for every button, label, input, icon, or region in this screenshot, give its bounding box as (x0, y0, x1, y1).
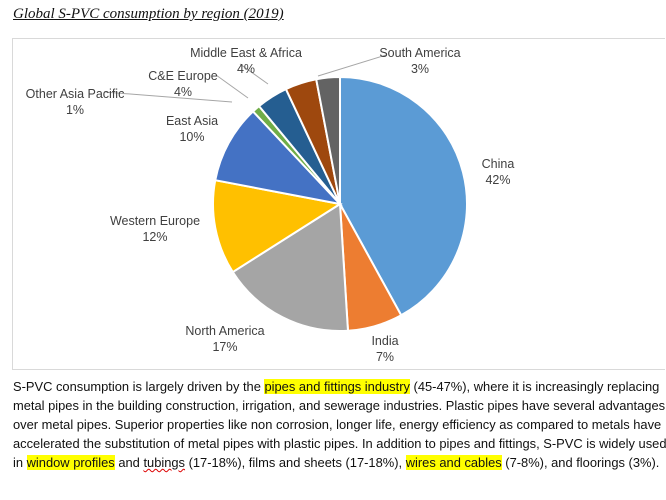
slice-value-label: 42% (485, 173, 510, 187)
pie-chart: China 42% India 7% North America 17% Western E… (26, 46, 515, 364)
pie-slice-western-europe (212, 179, 343, 274)
slice-label: China (482, 157, 515, 171)
paragraph-text: (17-18%), films and sheets (17-18%), (185, 455, 406, 470)
slice-label: Middle East & Africa (190, 46, 302, 60)
chart-frame (12, 38, 665, 370)
leader-line (215, 74, 249, 99)
slice-label: Other Asia Pacific (26, 87, 125, 101)
leader-line (239, 63, 269, 85)
leader-line (103, 91, 233, 103)
slice-label: North America (185, 324, 264, 338)
paragraph-text: S-PVC consumption is largely driven by t… (13, 379, 265, 394)
slice-label: Western Europe (110, 214, 200, 228)
highlighted-text: wires and cables (405, 455, 502, 470)
slice-value-label: 10% (179, 130, 204, 144)
slice-value-label: 1% (66, 103, 84, 117)
slice-label: India (371, 334, 398, 348)
highlighted-text: window profiles (26, 455, 115, 470)
paragraph-text: (7-8%), and floorings (3%). (501, 455, 660, 470)
pie-slice-east-asia (214, 110, 343, 206)
slice-value-label: 17% (212, 340, 237, 354)
slice-value-label: 4% (174, 85, 192, 99)
slice-value-label: 3% (411, 62, 429, 76)
slice-label: East Asia (166, 114, 218, 128)
paragraph-text: and (114, 455, 144, 470)
slice-value-label: 7% (376, 350, 394, 364)
pie-slice-north-america (231, 202, 350, 332)
leader-line (317, 54, 387, 77)
slice-label: C&E Europe (148, 69, 218, 83)
description-paragraph: S-PVC consumption is largely driven by t… (13, 377, 666, 472)
pie-slice-china (339, 75, 468, 317)
chart-title: Global S-PVC consumption by region (2019… (13, 6, 284, 22)
paragraph-text: (45-47%), where it is increasingly repla… (13, 379, 666, 470)
pie-slice-south-america (315, 75, 341, 205)
highlighted-text: pipes and fittings industry (264, 379, 410, 394)
slice-value-label: 4% (237, 62, 255, 76)
slice-label: South America (379, 46, 460, 60)
paragraph-text: tubings (143, 455, 186, 470)
slice-value-label: 12% (142, 230, 167, 244)
